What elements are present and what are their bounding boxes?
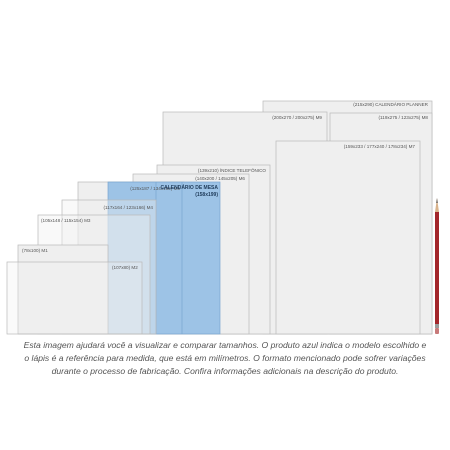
- pencil-lead: [436, 198, 438, 203]
- pencil-tip: [435, 198, 439, 212]
- size-label: (125x187 / 134x192) M5: [130, 186, 180, 191]
- size-box: [6, 261, 143, 335]
- size-label: (105x148 / 115x154) M3: [41, 218, 91, 223]
- size-label: (159x233 / 177x240 / 178x234) M7: [344, 144, 416, 149]
- caption: Esta imagem ajudará você a visualizar e …: [24, 340, 427, 376]
- size-box: [275, 140, 421, 335]
- size-boxes: [6, 100, 433, 335]
- size-label: (215x290) CALENDÁRIO PLANNER: [353, 101, 428, 107]
- selected-box: [107, 181, 221, 335]
- pencil-band: [435, 324, 439, 328]
- size-label: (140x200 / 145x205) M6: [195, 176, 245, 181]
- caption-line: Esta imagem ajudará você a visualizar e …: [24, 340, 427, 350]
- selected-label: CALENDÁRIO DE MESA: [160, 184, 218, 191]
- size-label: (78x100) M1: [22, 248, 48, 253]
- pencil: [435, 198, 439, 334]
- size-box: [17, 244, 109, 335]
- size-label: (139x210) ÍNDICE TELEFÔNICO: [198, 167, 267, 173]
- pencil-eraser: [435, 328, 439, 334]
- size-label: (200x270 / 200x275) M9: [272, 115, 322, 120]
- size-labels: (215x290) CALENDÁRIO PLANNER (200x270 / …: [22, 101, 429, 270]
- selected-size: (158x199): [195, 192, 218, 198]
- size-label: (117x164 / 123x166) M4: [104, 205, 154, 210]
- pencil-body: [435, 212, 439, 324]
- caption-line: durante o processo de fabricação. Confir…: [52, 366, 399, 376]
- size-label: (107x80) M2: [112, 265, 138, 270]
- caption-line: o lápis é a referência para medida, que …: [24, 353, 426, 363]
- size-label: (119x275 / 123x275) M8: [379, 115, 429, 120]
